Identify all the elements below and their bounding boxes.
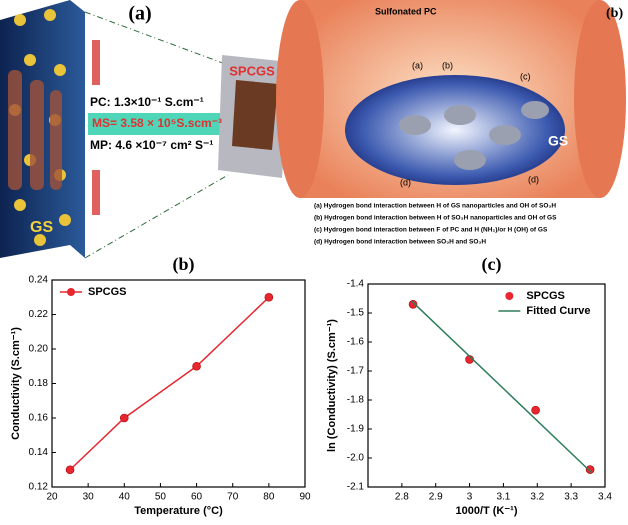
y-tick-label: -2.1	[347, 482, 365, 493]
y-tick-label: 0.22	[29, 309, 49, 320]
x-tick-label: 3.1	[496, 492, 510, 503]
x-tick-label: 3.4	[598, 492, 612, 503]
chart-title: (c)	[482, 254, 502, 275]
data-point	[192, 361, 201, 371]
x-tick-label: 3.3	[564, 492, 578, 503]
x-tick-label: 3.2	[530, 492, 544, 503]
note: (d) Hydrogen bond interaction between SO…	[314, 239, 486, 246]
legend-label: SPCGS	[526, 290, 565, 302]
x-tick-label: 30	[83, 492, 95, 503]
site-label: (b)	[442, 60, 453, 70]
y-tick-label: -1.4	[347, 279, 365, 290]
data-point	[264, 292, 274, 302]
panel-label: (a)	[128, 3, 151, 25]
site-label: (c)	[520, 71, 531, 81]
x-tick-label: 60	[191, 492, 203, 503]
x-tick-label: 50	[155, 492, 167, 503]
plot-frame	[367, 283, 606, 488]
tube-end	[574, 0, 626, 198]
y-tick-label: 0.24	[29, 275, 49, 286]
x-axis-label: 1000/T (K⁻¹)	[455, 505, 517, 517]
x-tick-label: 90	[299, 492, 311, 503]
membrane-icon	[92, 40, 100, 85]
y-axis-label: ln (Conductivity) (S.cm⁻¹)	[326, 319, 338, 452]
ms-box	[88, 113, 238, 135]
site-label: (a)	[412, 60, 423, 70]
membrane-icon	[92, 170, 100, 215]
mp-value: MP: 4.6 ×10⁻⁷ cm² S⁻¹	[90, 138, 213, 152]
y-tick-label: 0.12	[29, 482, 49, 493]
data-point	[408, 299, 418, 309]
series-line	[69, 296, 270, 471]
legend-label: SPCGS	[88, 286, 127, 298]
polymer-label: Sulfonated PC	[375, 6, 437, 16]
x-axis-label: Temperature (°C)	[134, 505, 223, 517]
zoom-line	[84, 11, 229, 66]
gs-label: GS	[548, 133, 568, 149]
y-tick-label: 0.14	[29, 447, 49, 458]
y-axis-label: Conductivity (S.cm⁻¹)	[10, 327, 22, 440]
data-point	[531, 405, 540, 415]
x-tick-label: 80	[263, 492, 275, 503]
chart-title: (b)	[173, 254, 195, 275]
y-tick-label: -1.5	[347, 308, 365, 319]
legend-label: Fitted Curve	[526, 305, 590, 317]
x-tick-label: 40	[119, 492, 131, 503]
site-label: (d)	[400, 177, 411, 187]
x-tick-label: 2.8	[395, 492, 409, 503]
data-point	[119, 413, 129, 423]
y-tick-label: -1.6	[347, 337, 365, 348]
legend-marker	[505, 292, 514, 300]
material-label: SPCGS	[229, 63, 275, 78]
pc-value: PC: 1.3×10⁻¹ S.cm⁻¹	[90, 95, 204, 109]
site-label: (d)	[528, 174, 539, 184]
data-point	[585, 465, 595, 474]
panel-label: (b)	[606, 6, 623, 21]
y-tick-label: 0.16	[29, 413, 49, 424]
panel-b-top: Sulfonated PC (a) (b) (c) (d) (d) GS (b)…	[276, 0, 626, 246]
data-point	[65, 465, 75, 475]
panel-a: (a) SPCGS PC: 1.3×10⁻¹ S.cm⁻¹ MS= 3.58 ×…	[0, 0, 290, 259]
gs-label: GS	[30, 219, 53, 236]
x-tick-label: 20	[46, 492, 58, 503]
y-tick-label: -1.8	[347, 395, 365, 406]
y-tick-label: -1.9	[347, 424, 365, 435]
plot-frame	[51, 279, 306, 488]
y-tick-label: 0.20	[29, 344, 49, 355]
y-tick-label: -2.0	[347, 453, 365, 464]
spcgs-film	[232, 80, 278, 150]
x-tick-label: 2.9	[429, 492, 443, 503]
note: (b) Hydrogen bond interaction between H …	[314, 215, 557, 222]
series-line	[411, 300, 592, 474]
x-tick-label: 70	[227, 492, 239, 503]
y-tick-label: 0.18	[29, 378, 49, 389]
x-tick-label: 3	[467, 492, 473, 503]
legend-marker	[67, 288, 75, 296]
core	[345, 75, 565, 185]
zoom-line	[84, 174, 229, 259]
y-tick-label: -1.7	[347, 366, 365, 377]
note: (a) Hydrogen bond interaction between H …	[314, 203, 556, 210]
tube-end	[276, 0, 324, 198]
ms-value: MS= 3.58 × 10⁵S.scm⁻³	[92, 116, 222, 130]
note: (c) Hydrogen bond interaction between F …	[314, 227, 548, 234]
